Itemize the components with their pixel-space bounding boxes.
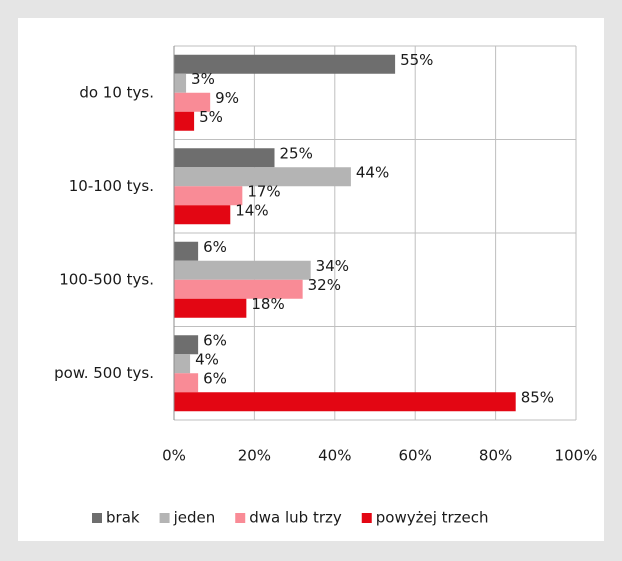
value-label: 6% <box>203 331 227 349</box>
x-tick-label: 60% <box>399 447 432 465</box>
bar <box>174 111 195 131</box>
value-label: 14% <box>235 201 268 219</box>
y-tick-label: 100-500 tys. <box>59 270 154 288</box>
bar <box>174 298 247 318</box>
value-label: 85% <box>521 388 554 406</box>
y-tick-label: pow. 500 tys. <box>54 364 154 382</box>
value-label: 3% <box>191 70 215 88</box>
value-label: 18% <box>251 295 284 313</box>
y-tick-label: 10-100 tys. <box>69 177 154 195</box>
value-label: 32% <box>308 276 341 294</box>
bar <box>174 260 311 280</box>
legend-swatch <box>235 513 246 523</box>
x-tick-label: 0% <box>162 447 186 465</box>
legend-swatch <box>159 513 170 523</box>
bar <box>174 392 516 412</box>
bar <box>174 335 199 355</box>
legend-label: jeden <box>173 509 216 527</box>
bar <box>174 73 187 93</box>
value-label: 6% <box>203 369 227 387</box>
value-label: 55% <box>400 51 433 69</box>
legend-swatch <box>92 513 102 523</box>
panel <box>18 18 604 541</box>
value-label: 25% <box>280 144 313 162</box>
legend-label: powyżej trzech <box>376 509 489 527</box>
bar <box>174 373 199 393</box>
value-label: 17% <box>247 182 280 200</box>
value-label: 34% <box>316 257 349 275</box>
value-label: 44% <box>356 163 389 181</box>
value-label: 9% <box>215 89 239 107</box>
bar <box>174 92 211 112</box>
value-label: 6% <box>203 238 227 256</box>
y-tick-label: do 10 tys. <box>79 83 154 101</box>
bar <box>174 279 303 299</box>
x-tick-label: 20% <box>238 447 271 465</box>
bar <box>174 186 243 206</box>
bar <box>174 354 191 374</box>
legend-label: dwa lub trzy <box>249 509 342 527</box>
x-tick-label: 40% <box>318 447 351 465</box>
bar <box>174 54 396 74</box>
bar <box>174 205 231 225</box>
value-label: 5% <box>199 108 223 126</box>
legend-label: brak <box>106 509 140 527</box>
x-tick-label: 100% <box>555 447 598 465</box>
bar <box>174 241 199 261</box>
bar <box>174 148 275 168</box>
value-label: 4% <box>195 350 219 368</box>
bar <box>174 167 351 187</box>
legend-swatch <box>361 513 372 523</box>
x-tick-label: 80% <box>479 447 512 465</box>
